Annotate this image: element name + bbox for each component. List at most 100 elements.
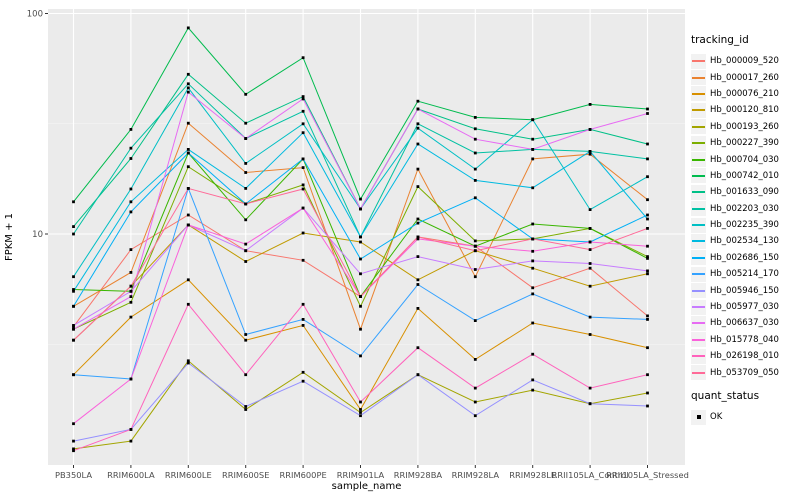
legend-item: Hb_000704_030 <box>691 151 799 168</box>
data-point <box>416 221 420 225</box>
y-tick-label: 100 <box>27 10 43 20</box>
x-tick-label: RRIM600SE <box>222 470 269 480</box>
data-point <box>72 200 75 204</box>
data-point <box>186 148 190 151</box>
data-point <box>646 198 649 202</box>
data-point <box>244 242 248 246</box>
legend-key-icon <box>691 365 706 381</box>
legend-items: Hb_000009_520 Hb_000017_260 Hb_000076_210 H… <box>691 53 799 381</box>
data-point <box>244 121 248 125</box>
data-point <box>301 97 305 101</box>
data-point <box>646 346 649 350</box>
legend-item-label: Hb_000120_810 <box>710 105 779 116</box>
legend-key-icon <box>691 233 706 249</box>
data-point <box>72 449 75 453</box>
data-point <box>301 183 305 187</box>
data-point <box>129 248 133 251</box>
data-point <box>301 122 305 126</box>
legend-key-icon <box>691 135 706 151</box>
legend-color-line <box>692 207 705 210</box>
data-point <box>588 208 592 211</box>
data-point <box>531 286 535 290</box>
legend-item: Hb_000193_260 <box>691 119 799 135</box>
data-point <box>72 225 75 228</box>
legend-item: Hb_005214_170 <box>691 266 799 282</box>
data-point <box>186 26 190 30</box>
data-point <box>301 206 305 210</box>
legend-item-label: Hb_053709_050 <box>710 367 779 378</box>
legend-key-icon <box>691 86 706 102</box>
data-point <box>416 373 420 377</box>
data-point <box>129 289 133 293</box>
data-point <box>473 268 477 271</box>
legend-key-icon <box>691 283 706 299</box>
data-point <box>244 218 248 222</box>
legend-item-label: Hb_000009_520 <box>710 56 779 67</box>
data-point <box>301 187 305 191</box>
x-tick-label: RRII105LA_Control <box>552 470 629 480</box>
data-point <box>129 428 133 431</box>
data-point <box>301 166 305 169</box>
data-point <box>244 405 248 408</box>
data-point <box>72 447 75 451</box>
data-point <box>244 260 248 263</box>
data-point <box>72 288 75 291</box>
data-point <box>588 240 592 244</box>
x-tick-label: RRIM600LE <box>165 470 212 480</box>
data-point <box>244 373 248 377</box>
data-point <box>186 187 190 190</box>
legend-color-line <box>692 76 705 79</box>
legend-item-label: OK <box>710 412 723 422</box>
legend-item: Hb_002534_130 <box>691 233 799 249</box>
data-point <box>646 213 649 217</box>
data-point <box>186 278 190 282</box>
legend-item: Hb_053709_050 <box>691 364 799 381</box>
data-point <box>473 414 477 418</box>
legend-item-label: Hb_001633_090 <box>710 187 779 198</box>
x-tick-label: RRII105LA_Stressed <box>606 470 689 480</box>
data-point <box>531 148 535 151</box>
data-point <box>473 244 477 248</box>
data-point <box>244 92 248 96</box>
data-point <box>588 150 592 153</box>
data-point <box>473 151 477 155</box>
legend-item-label: Hb_000704_030 <box>710 154 779 165</box>
legend-item: Hb_002686_150 <box>691 250 799 266</box>
data-point <box>646 244 649 248</box>
data-point <box>646 373 649 377</box>
x-tick-label: RRIM928LE <box>509 470 556 480</box>
data-point <box>186 121 190 125</box>
data-point <box>129 284 133 288</box>
data-point <box>72 327 75 331</box>
data-point <box>186 361 190 365</box>
data-point <box>531 249 535 253</box>
data-point <box>186 223 190 227</box>
data-point <box>244 333 248 336</box>
x-tick-label: RRIM600PE <box>279 470 326 480</box>
data-point <box>359 414 362 418</box>
data-point <box>129 146 133 150</box>
x-tick-label: RRIM928LA <box>452 470 500 480</box>
legend-item: Hb_002203_030 <box>691 201 799 217</box>
data-point <box>359 408 362 411</box>
data-point <box>359 400 362 404</box>
data-point <box>646 314 649 318</box>
legend-item-label: Hb_005214_170 <box>710 269 779 280</box>
legend-color-line <box>692 158 705 161</box>
data-point <box>473 137 477 141</box>
x-tick-label: RRIM600LA <box>107 470 155 480</box>
data-point <box>186 165 190 169</box>
data-point <box>244 338 248 342</box>
legend-color-line <box>692 306 705 309</box>
legend-item-label: Hb_000193_260 <box>710 121 779 132</box>
legend-key-icon <box>691 348 706 364</box>
data-point <box>473 386 477 390</box>
data-point <box>531 292 535 296</box>
data-point <box>129 295 133 298</box>
legend-key-icon <box>691 168 706 184</box>
data-point <box>301 56 305 60</box>
data-point <box>416 307 420 310</box>
legend-key-icon <box>691 70 706 86</box>
data-point <box>531 259 535 263</box>
legend-item-label: Hb_002235_390 <box>710 220 779 231</box>
